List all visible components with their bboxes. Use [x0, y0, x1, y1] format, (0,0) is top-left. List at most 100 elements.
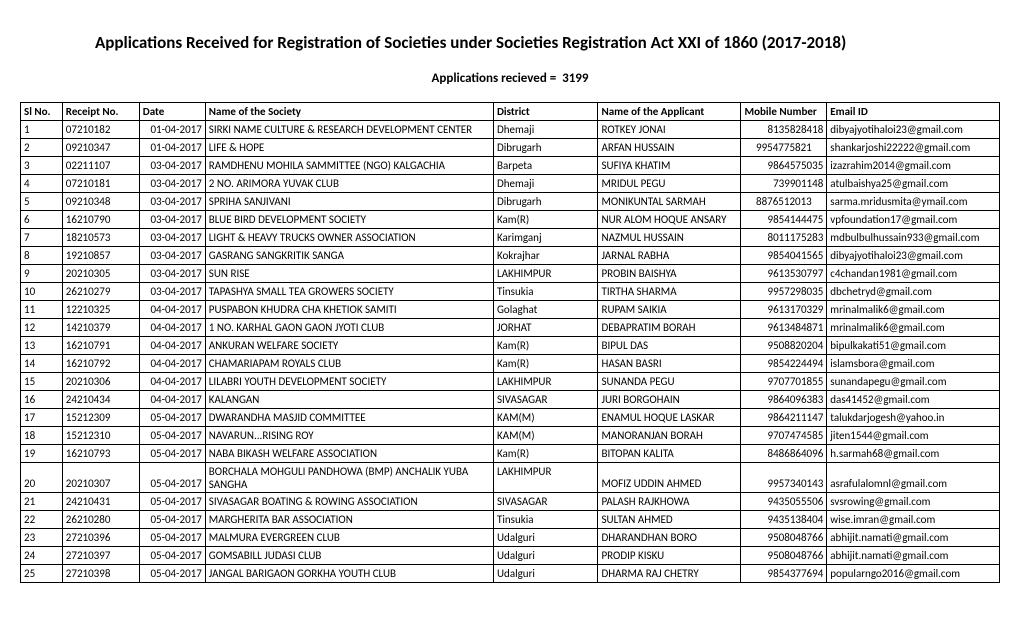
cell-sl: 5	[21, 193, 63, 211]
cell-district: LAKHIMPUR	[493, 265, 598, 283]
cell-sl: 7	[21, 229, 63, 247]
cell-email: sarma.mridusmita@ymail.com	[827, 193, 1000, 211]
cell-receipt: 14210379	[62, 319, 139, 337]
cell-district: Tinsukia	[493, 511, 598, 529]
cell-email: dibyajyotihaloi23@gmail.com	[827, 121, 1000, 139]
cell-district: SIVASAGAR	[493, 391, 598, 409]
cell-mobile: 9864211147	[741, 409, 827, 427]
cell-email: c4chandan1981@gmail.com	[827, 265, 1000, 283]
cell-applicant: BIPUL DAS	[598, 337, 741, 355]
cell-date: 04-04-2017	[139, 319, 205, 337]
cell-date: 04-04-2017	[139, 391, 205, 409]
table-row: 30221110703-04-2017RAMDHENU MOHILA SAMMI…	[21, 157, 1000, 175]
cell-applicant: JURI BORGOHAIN	[598, 391, 741, 409]
cell-receipt: 24210434	[62, 391, 139, 409]
cell-applicant: ARFAN HUSSAIN	[598, 139, 741, 157]
cell-date: 03-04-2017	[139, 265, 205, 283]
table-row: 222621028005-04-2017MARGHERITA BAR ASSOC…	[21, 511, 1000, 529]
cell-applicant: PALASH RAJKHOWA	[598, 493, 741, 511]
table-row: 111221032504-04-2017PUSPABON KHUDRA CHA …	[21, 301, 1000, 319]
cell-society: SIRKI NAME CULTURE & RESEARCH DEVELOPMEN…	[205, 121, 493, 139]
cell-email: abhijit.namati@gmail.com	[827, 547, 1000, 565]
th-receipt: Receipt No.	[62, 103, 139, 121]
cell-sl: 11	[21, 301, 63, 319]
cell-applicant: TIRTHA SHARMA	[598, 283, 741, 301]
cell-mobile: 8011175283	[741, 229, 827, 247]
cell-email: dbchetryd@gmail.com	[827, 283, 1000, 301]
cell-society: GOMSABILL JUDASI CLUB	[205, 547, 493, 565]
cell-date: 05-04-2017	[139, 547, 205, 565]
cell-applicant: PROBIN BAISHYA	[598, 265, 741, 283]
cell-date: 03-04-2017	[139, 175, 205, 193]
cell-sl: 17	[21, 409, 63, 427]
cell-email: shankarjoshi22222@gmail.com	[827, 139, 1000, 157]
cell-sl: 6	[21, 211, 63, 229]
cell-district: KAM(M)	[493, 409, 598, 427]
applications-table: Sl No. Receipt No. Date Name of the Soci…	[20, 102, 1000, 583]
cell-society: BLUE BIRD DEVELOPMENT SOCIETY	[205, 211, 493, 229]
cell-sl: 25	[21, 565, 63, 583]
cell-district: KAM(M)	[493, 427, 598, 445]
cell-receipt: 16210792	[62, 355, 139, 373]
cell-receipt: 07210181	[62, 175, 139, 193]
cell-applicant: MONIKUNTAL SARMAH	[598, 193, 741, 211]
cell-applicant: DEBAPRATIM BORAH	[598, 319, 741, 337]
cell-mobile: 9707474585	[741, 427, 827, 445]
cell-sl: 8	[21, 247, 63, 265]
cell-email: asrafulalomnl@gmail.com	[827, 463, 1000, 493]
cell-society: LIFE & HOPE	[205, 139, 493, 157]
table-row: 20921034701-04-2017LIFE & HOPEDibrugarhA…	[21, 139, 1000, 157]
cell-society: BORCHALA MOHGULI PANDHOWA (BMP) ANCHALIK…	[205, 463, 493, 493]
cell-date: 05-04-2017	[139, 511, 205, 529]
table-row: 141621079204-04-2017CHAMARIAPAM ROYALS C…	[21, 355, 1000, 373]
cell-receipt: 20210307	[62, 463, 139, 493]
table-row: 171521230905-04-2017DWARANDHA MASJID COM…	[21, 409, 1000, 427]
cell-society: DWARANDHA MASJID COMMITTEE	[205, 409, 493, 427]
cell-district: Kam(R)	[493, 355, 598, 373]
cell-receipt: 20210306	[62, 373, 139, 391]
cell-email: jiten1544@gmail.com	[827, 427, 1000, 445]
cell-district: Dibrugarh	[493, 193, 598, 211]
cell-mobile: 739901148	[741, 175, 827, 193]
cell-email: mrinalmalik6@gmail.com	[827, 301, 1000, 319]
cell-sl: 13	[21, 337, 63, 355]
cell-district: Karimganj	[493, 229, 598, 247]
table-row: 50921034803-04-2017SPRIHA SANJIVANIDibru…	[21, 193, 1000, 211]
cell-district: Udalguri	[493, 529, 598, 547]
cell-mobile: 9508048766	[741, 529, 827, 547]
cell-sl: 14	[21, 355, 63, 373]
table-row: 131621079104-04-2017ANKURAN WELFARE SOCI…	[21, 337, 1000, 355]
cell-date: 03-04-2017	[139, 247, 205, 265]
cell-district: Kam(R)	[493, 211, 598, 229]
cell-society: SIVASAGAR BOATING & ROWING ASSOCIATION	[205, 493, 493, 511]
cell-applicant: NAZMUL HUSSAIN	[598, 229, 741, 247]
cell-district: Dhemaji	[493, 175, 598, 193]
table-row: 121421037904-04-20171 NO. KARHAL GAON GA…	[21, 319, 1000, 337]
table-row: 212421043105-04-2017SIVASAGAR BOATING & …	[21, 493, 1000, 511]
th-email: Email ID	[827, 103, 1000, 121]
cell-receipt: 27210396	[62, 529, 139, 547]
cell-date: 05-04-2017	[139, 565, 205, 583]
cell-email: bipulkakati51@gmail.com	[827, 337, 1000, 355]
cell-date: 05-04-2017	[139, 445, 205, 463]
th-date: Date	[139, 103, 205, 121]
cell-district: SIVASAGAR	[493, 493, 598, 511]
cell-date: 04-04-2017	[139, 337, 205, 355]
cell-mobile: 8135828418	[741, 121, 827, 139]
cell-email: atulbaishya25@gmail.com	[827, 175, 1000, 193]
cell-applicant: DHARMA RAJ CHETRY	[598, 565, 741, 583]
cell-district: Tinsukia	[493, 283, 598, 301]
cell-sl: 10	[21, 283, 63, 301]
cell-sl: 2	[21, 139, 63, 157]
cell-applicant: NUR ALOM HOQUE ANSARY	[598, 211, 741, 229]
cell-receipt: 12210325	[62, 301, 139, 319]
cell-district: Kam(R)	[493, 445, 598, 463]
cell-mobile: 9508048766	[741, 547, 827, 565]
cell-email: islamsbora@gmail.com	[827, 355, 1000, 373]
cell-mobile: 8486864096	[741, 445, 827, 463]
cell-district: Kam(R)	[493, 337, 598, 355]
cell-receipt: 07210182	[62, 121, 139, 139]
cell-mobile: 9508820204	[741, 337, 827, 355]
cell-district: Golaghat	[493, 301, 598, 319]
cell-applicant: BITOPAN KALITA	[598, 445, 741, 463]
